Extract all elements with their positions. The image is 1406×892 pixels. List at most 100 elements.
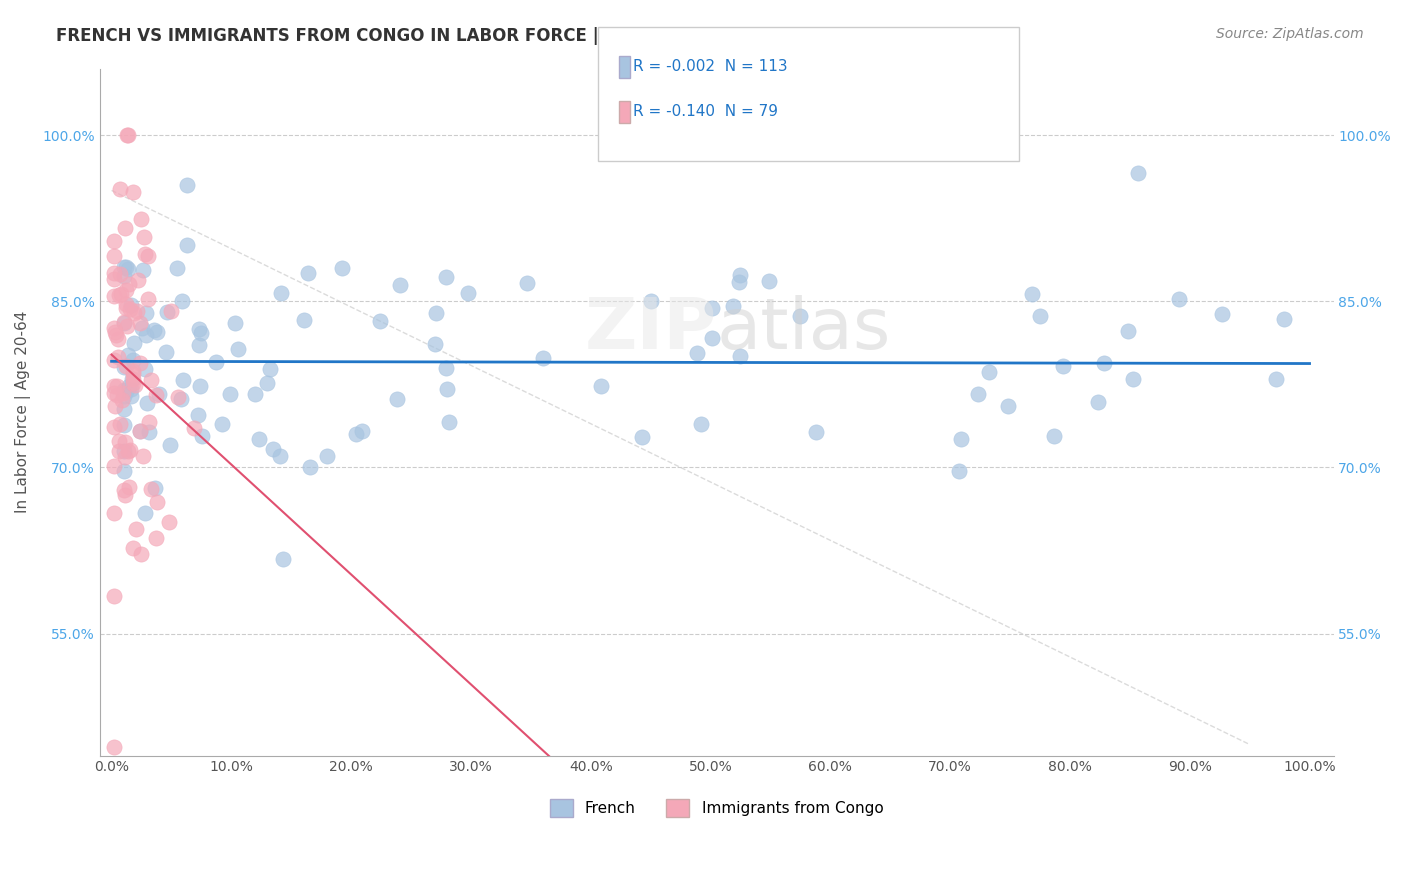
French — [1092, 356, 1115, 370]
French — [243, 387, 266, 401]
French — [112, 316, 135, 330]
French — [135, 328, 157, 343]
French — [434, 360, 457, 375]
Text: atlas: atlas — [717, 295, 891, 364]
Immigrants from Congo — [103, 353, 125, 368]
Immigrants from Congo — [122, 376, 145, 390]
French — [155, 345, 177, 359]
French — [148, 386, 170, 401]
Immigrants from Congo — [122, 367, 145, 381]
Immigrants from Congo — [103, 289, 125, 303]
French — [370, 314, 392, 328]
French — [631, 430, 654, 444]
French — [457, 285, 479, 300]
Immigrants from Congo — [138, 415, 160, 429]
Immigrants from Congo — [146, 494, 169, 508]
Immigrants from Congo — [122, 372, 145, 386]
French — [187, 322, 209, 336]
French — [143, 481, 166, 495]
French — [188, 379, 211, 393]
Immigrants from Congo — [136, 293, 159, 307]
Immigrants from Congo — [118, 277, 141, 292]
French — [204, 355, 226, 369]
Immigrants from Congo — [103, 739, 125, 754]
French — [686, 345, 709, 359]
French — [330, 260, 353, 275]
Immigrants from Congo — [114, 488, 136, 502]
French — [425, 306, 447, 320]
French — [297, 266, 319, 280]
Immigrants from Congo — [115, 297, 138, 311]
French — [166, 261, 188, 276]
Immigrants from Congo — [131, 212, 153, 227]
French — [316, 449, 339, 463]
French — [112, 418, 135, 433]
French — [591, 379, 613, 393]
French — [531, 351, 554, 365]
Immigrants from Congo — [103, 458, 125, 473]
French — [124, 335, 146, 350]
French — [423, 336, 446, 351]
French — [112, 443, 135, 458]
French — [170, 294, 193, 309]
Immigrants from Congo — [111, 392, 134, 407]
French — [966, 387, 988, 401]
French — [1167, 293, 1189, 307]
Immigrants from Congo — [103, 419, 125, 434]
French — [122, 353, 145, 368]
Immigrants from Congo — [131, 450, 153, 464]
French — [344, 427, 367, 442]
French — [1052, 359, 1074, 374]
French — [112, 260, 135, 274]
Immigrants from Congo — [131, 547, 153, 561]
French — [1116, 324, 1139, 338]
French — [270, 285, 292, 300]
Immigrants from Congo — [107, 350, 129, 364]
French — [728, 349, 751, 363]
French — [950, 432, 973, 446]
French — [1087, 395, 1109, 409]
Immigrants from Congo — [136, 249, 159, 263]
Immigrants from Congo — [157, 515, 180, 529]
Immigrants from Congo — [139, 482, 162, 496]
French — [299, 459, 322, 474]
French — [118, 379, 141, 393]
French — [142, 323, 165, 337]
French — [172, 373, 194, 387]
French — [439, 416, 461, 430]
French — [131, 320, 153, 334]
Immigrants from Congo — [145, 531, 167, 545]
Immigrants from Congo — [112, 315, 135, 329]
French — [191, 429, 214, 443]
Immigrants from Congo — [110, 287, 132, 301]
Immigrants from Congo — [114, 220, 136, 235]
Immigrants from Congo — [107, 332, 129, 346]
Immigrants from Congo — [103, 506, 125, 520]
French — [176, 178, 198, 192]
Immigrants from Congo — [122, 541, 145, 556]
French — [640, 293, 662, 308]
Immigrants from Congo — [141, 373, 163, 387]
French — [132, 262, 155, 277]
Immigrants from Congo — [114, 301, 136, 316]
French — [170, 392, 193, 406]
French — [156, 305, 179, 319]
French — [789, 309, 811, 323]
French — [948, 464, 970, 478]
Immigrants from Congo — [103, 320, 125, 334]
Immigrants from Congo — [167, 391, 190, 405]
Immigrants from Congo — [103, 272, 125, 286]
French — [112, 383, 135, 397]
French — [188, 338, 211, 352]
French — [159, 438, 181, 452]
French — [138, 425, 160, 439]
Immigrants from Congo — [115, 318, 138, 333]
Text: ZIP: ZIP — [585, 295, 717, 364]
French — [1029, 309, 1052, 323]
Immigrants from Congo — [104, 325, 127, 339]
French — [728, 268, 751, 283]
French — [117, 261, 139, 276]
Immigrants from Congo — [108, 181, 131, 195]
French — [187, 409, 209, 423]
Immigrants from Congo — [114, 483, 136, 498]
